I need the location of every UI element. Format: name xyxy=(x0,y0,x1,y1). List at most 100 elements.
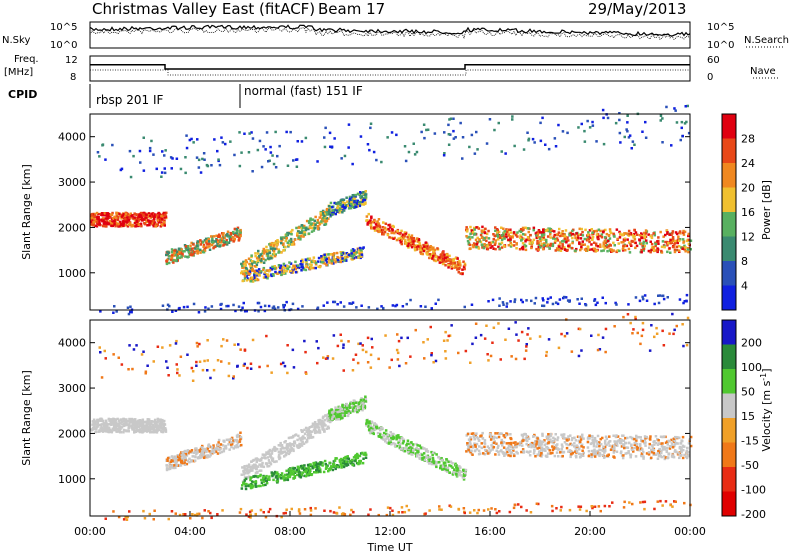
scatter-cell xyxy=(327,425,330,428)
scatter-cell xyxy=(684,250,687,253)
scatter-cell xyxy=(301,467,304,470)
scatter-cell xyxy=(250,269,254,272)
scatter-cell xyxy=(528,242,531,245)
scatter-cell xyxy=(450,262,453,265)
scatter-cell xyxy=(110,220,114,223)
scatter-cell xyxy=(361,461,365,465)
scatter-cell xyxy=(292,470,296,473)
scatter-cell xyxy=(296,307,300,311)
scatter-cell xyxy=(243,482,247,486)
scatter-cell xyxy=(96,222,99,225)
scatter-cell xyxy=(241,266,244,269)
scatter-cell xyxy=(421,456,424,460)
scatter-cell xyxy=(382,431,386,435)
scatter-cell xyxy=(468,235,471,239)
scatter-cell xyxy=(164,427,167,430)
scatter-cell xyxy=(350,201,353,204)
scatter-cell xyxy=(684,455,688,458)
scatter-cell xyxy=(376,431,380,435)
scatter-cell xyxy=(229,140,232,143)
scatter-cell xyxy=(652,247,656,250)
scatter-cell xyxy=(92,422,95,426)
scatter-cell xyxy=(150,139,153,143)
scatter-cell xyxy=(510,243,514,247)
scatter-cell xyxy=(333,412,336,416)
scatter-cell xyxy=(261,254,264,258)
scatter-cell xyxy=(286,164,290,167)
scatter-cell xyxy=(443,253,446,256)
scatter-cell xyxy=(425,242,428,246)
scatter-cell xyxy=(97,219,101,222)
scatter-cell xyxy=(251,260,254,263)
scatter-cell xyxy=(205,450,208,454)
scatter-cell xyxy=(289,240,293,244)
scatter-cell xyxy=(375,426,378,429)
scatter-cell xyxy=(171,310,174,313)
scatter-cell xyxy=(670,438,673,442)
scatter-cell xyxy=(189,450,192,453)
freq-left-tick-top: 12 xyxy=(65,55,78,66)
scatter-cell xyxy=(258,469,261,472)
scatter-cell xyxy=(287,471,291,474)
scatter-cell xyxy=(579,438,583,441)
scatter-cell xyxy=(301,226,305,229)
scatter-cell xyxy=(329,413,333,417)
scatter-cell xyxy=(174,466,177,470)
scatter-cell xyxy=(116,422,119,426)
scatter-cell xyxy=(285,233,288,236)
scatter-cell xyxy=(408,235,412,239)
scatter-cell xyxy=(419,250,422,254)
scatter-cell xyxy=(608,435,611,438)
scatter-cell xyxy=(675,450,678,454)
scatter-cell xyxy=(590,228,593,231)
scatter-cell xyxy=(165,467,169,470)
scatter-cell xyxy=(152,216,156,220)
scatter-cell xyxy=(446,466,450,470)
scatter-cell xyxy=(327,417,331,420)
scatter-cell xyxy=(416,444,419,447)
scatter-cell xyxy=(505,305,508,308)
scatter-cell xyxy=(100,426,104,429)
scatter-cell xyxy=(289,262,293,265)
scatter-cell xyxy=(596,245,600,248)
scatter-cell xyxy=(432,246,435,249)
scatter-cell xyxy=(262,475,266,479)
scatter-cell xyxy=(156,214,159,217)
scatter-cell xyxy=(163,222,166,225)
scatter-cell xyxy=(283,476,286,479)
scatter-cell xyxy=(486,445,490,448)
scatter-cell xyxy=(474,243,477,247)
scatter-cell xyxy=(473,228,476,231)
scatter-cell xyxy=(398,232,401,235)
scatter-cell xyxy=(296,438,299,442)
scatter-cell xyxy=(476,148,479,151)
scatter-cell xyxy=(410,236,413,239)
scatter-cell xyxy=(686,248,689,251)
scatter-cell xyxy=(650,248,653,252)
scatter-cell xyxy=(202,243,206,247)
scatter-cell xyxy=(106,212,109,215)
scatter-cell xyxy=(97,223,100,227)
scatter-cell xyxy=(551,242,555,246)
scatter-cell xyxy=(265,462,269,466)
scatter-cell xyxy=(311,465,314,468)
scatter-cell xyxy=(496,432,499,435)
scatter-cell xyxy=(235,440,239,443)
scatter-cell xyxy=(568,243,571,246)
scatter-cell xyxy=(147,418,151,422)
scatter-cell xyxy=(194,447,197,450)
scatter-cell xyxy=(309,219,312,222)
scatter-cell xyxy=(309,225,312,229)
scatter-cell xyxy=(148,146,152,150)
scatter-cell xyxy=(205,163,209,167)
scatter-cell xyxy=(605,232,609,236)
scatter-cell xyxy=(314,463,318,467)
scatter-cell xyxy=(328,412,331,415)
scatter-cell xyxy=(529,233,532,237)
scatter-cell xyxy=(210,446,214,449)
scatter-cell xyxy=(349,206,353,210)
scatter-cell xyxy=(411,453,414,456)
scatter-cell xyxy=(122,417,125,421)
scatter-cell xyxy=(403,449,407,453)
scatter-cell xyxy=(241,264,244,268)
